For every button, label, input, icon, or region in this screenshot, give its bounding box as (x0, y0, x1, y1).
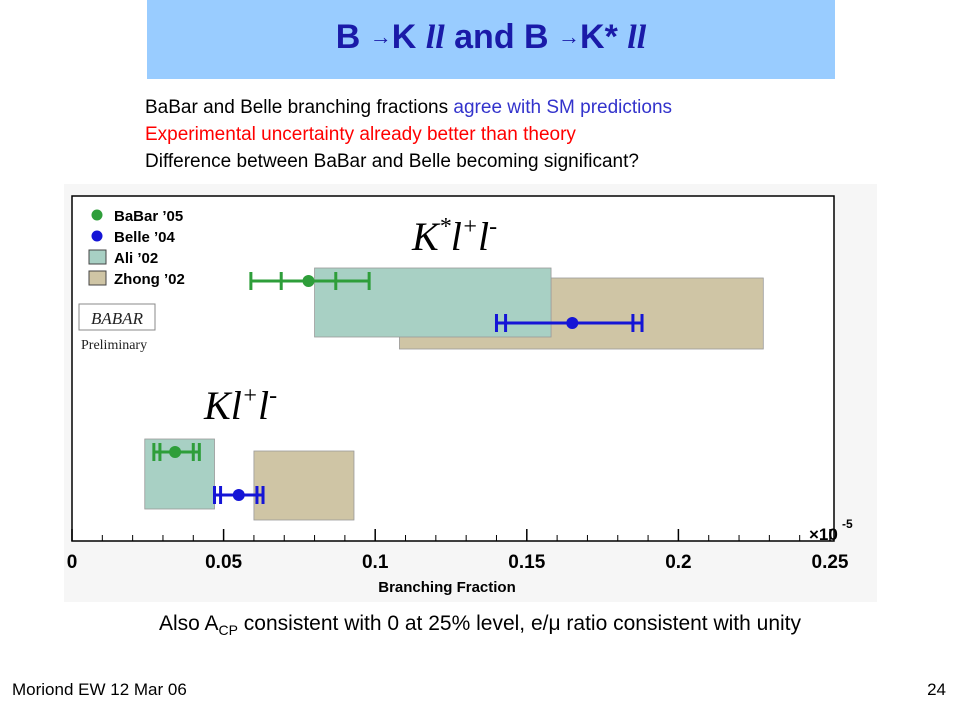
group-label-part: - (489, 214, 497, 240)
group-label-part: K (411, 214, 441, 259)
data-point-babar-0 (302, 275, 315, 287)
legend-label-babar: BaBar ’05 (114, 208, 183, 225)
x-tick-label-4: 0.2 (665, 552, 691, 573)
babar-logo: BABAR (91, 309, 144, 328)
group-label-part: l (478, 214, 489, 259)
slide-title: B →K ll and B →K* ll (147, 18, 835, 57)
legend-label-ali: Ali ’02 (114, 250, 158, 267)
legend-marker-babar (91, 209, 103, 221)
data-point-belle-1 (232, 489, 245, 501)
group-label-part: - (269, 383, 277, 409)
group-label-part: l (451, 214, 462, 259)
summary-post: consistent with 0 at 25% level, e/μ rati… (237, 612, 802, 635)
x-axis: 0 0.05 0.1 0.15 0.2 0.25 Branching Fraction ×10… (67, 517, 853, 596)
group-label-part: + (242, 383, 258, 409)
group-label-part: K (203, 383, 233, 428)
title-b1: B (335, 18, 370, 56)
footer-conference: Moriond EW 12 Mar 06 (12, 680, 187, 699)
title-arrow-1: → (369, 24, 392, 49)
title-k: K (391, 18, 426, 56)
theory-boxes (144, 267, 764, 521)
group-label-0: K*l+l- (411, 214, 497, 259)
theory-box-ali-0 (314, 267, 552, 338)
title-and: and B (444, 18, 559, 56)
data-point-belle-0 (566, 317, 579, 329)
x-tick-label-2: 0.1 (362, 552, 389, 573)
bullet-1-text: BaBar and Belle branching fractions (145, 97, 454, 118)
x-tick-label-0: 0 (67, 552, 78, 573)
bullet-3: Difference between BaBar and Belle becom… (145, 151, 639, 172)
group-label-part: l (258, 383, 269, 428)
x-multiplier-exponent: -5 (842, 517, 853, 531)
legend: BaBar ’05 Belle ’04 Ali ’02 Zhong ’02 BABAR P… (78, 208, 185, 353)
preliminary-label: Preliminary (81, 338, 147, 353)
legend-marker-ali (88, 249, 107, 265)
x-tick-label-1: 0.05 (205, 552, 242, 573)
group-label-part: + (462, 214, 478, 240)
bullet-list: BaBar and Belle branching fractions agre… (145, 94, 672, 175)
title-kstar: K* (580, 18, 628, 56)
branching-fraction-chart: 0 0.05 0.1 0.15 0.2 0.25 Branching Fraction ×10… (64, 184, 877, 602)
legend-label-zhong: Zhong ’02 (114, 271, 185, 288)
group-label-part: * (439, 214, 451, 240)
bullet-2: Experimental uncertainty already better … (145, 124, 576, 145)
x-tick-label-5: 0.25 (812, 552, 849, 573)
x-axis-label: Branching Fraction (378, 579, 516, 596)
legend-marker-zhong (88, 270, 107, 286)
bullet-1: BaBar and Belle branching fractions agre… (145, 94, 672, 121)
summary-line: Also ACP consistent with 0 at 25% level,… (0, 612, 960, 638)
page-number: 24 (927, 680, 946, 699)
title-banner: B →K ll and B →K* ll (147, 0, 835, 79)
legend-marker-belle (91, 230, 103, 242)
group-labels: K*l+l-Kl+l- (203, 214, 497, 428)
group-label-1: Kl+l- (203, 383, 277, 428)
legend-label-belle: Belle ’04 (114, 229, 176, 246)
bullet-1-highlight: agree with SM predictions (453, 97, 673, 118)
title-arrow-2: → (558, 24, 581, 49)
summary-sub: CP (218, 622, 238, 639)
chart-svg: 0 0.05 0.1 0.15 0.2 0.25 Branching Fraction ×10… (64, 184, 877, 602)
x-multiplier: ×10 (809, 525, 838, 544)
data-point-babar-1 (169, 446, 182, 458)
title-ll-2: ll (627, 19, 647, 56)
measurements (152, 272, 644, 504)
babar-logo-box (78, 303, 156, 331)
x-tick-label-3: 0.15 (508, 552, 545, 573)
group-label-part: l (231, 383, 242, 428)
title-ll-1: ll (425, 19, 445, 56)
theory-box-zhong-1 (253, 450, 355, 521)
summary-pre: Also A (158, 612, 219, 635)
